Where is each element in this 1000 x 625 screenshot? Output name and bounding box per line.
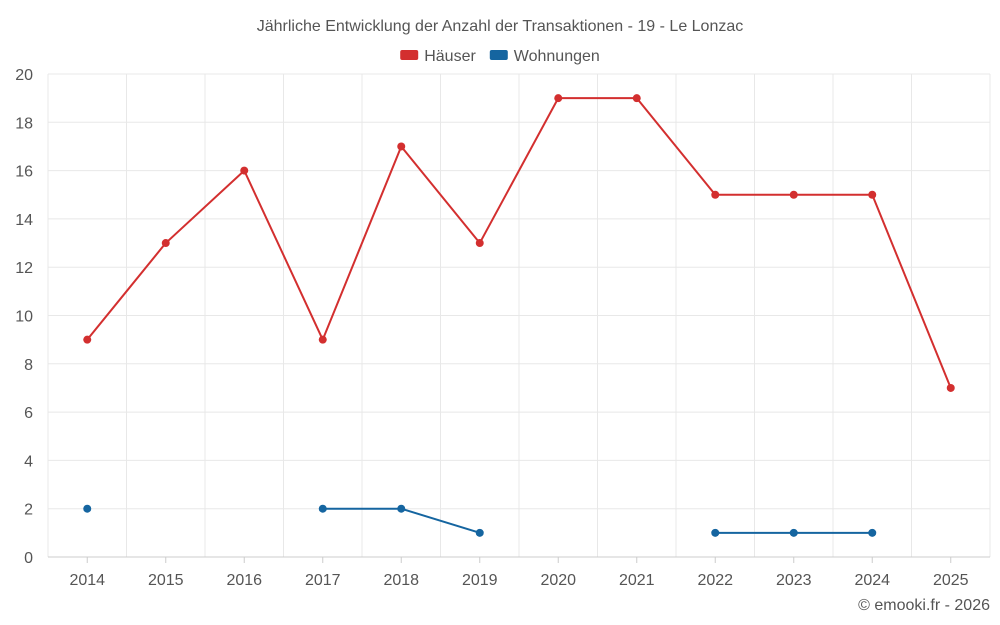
series-0-point — [711, 190, 720, 199]
y-tick-label: 0 — [24, 550, 33, 567]
y-tick-label: 20 — [15, 67, 33, 84]
y-tick-label: 6 — [24, 405, 33, 422]
x-tick-label: 2016 — [226, 572, 262, 589]
x-tick-label: 2022 — [697, 572, 733, 589]
grid — [47, 73, 991, 558]
series-0-point — [946, 383, 955, 392]
chart-title: Jährliche Entwicklung der Anzahl der Tra… — [257, 18, 744, 35]
y-tick-label: 18 — [15, 115, 33, 132]
series-1-point — [868, 528, 877, 537]
series-1-point — [711, 528, 720, 537]
series-0-point — [475, 239, 484, 248]
series-0-point — [789, 190, 798, 199]
series-0 — [83, 94, 955, 392]
y-tick-label: 16 — [15, 164, 33, 181]
series-0-point — [318, 335, 327, 344]
series-0-point — [161, 239, 170, 248]
series-1 — [83, 504, 877, 537]
series-0-point — [397, 142, 406, 151]
y-tick-label: 10 — [15, 309, 33, 326]
x-tick-label: 2021 — [619, 572, 655, 589]
x-tick-label: 2019 — [462, 572, 498, 589]
series-1-point — [83, 504, 92, 513]
series-layer — [83, 94, 955, 537]
series-1-point — [789, 528, 798, 537]
series-0-point — [868, 190, 877, 199]
x-tick-label: 2015 — [148, 572, 184, 589]
series-0-point — [632, 94, 641, 103]
legend-item-0: Häuser — [400, 48, 476, 65]
legend-item-1: Wohnungen — [489, 48, 600, 65]
series-1-point — [397, 504, 406, 513]
x-axis: 2014 2015 2016 2017 2018 2019 2020 2021 2022 2023… — [69, 557, 969, 589]
series-1-point — [475, 528, 484, 537]
legend-label: Wohnungen — [514, 48, 600, 65]
legend-swatch — [489, 50, 508, 60]
y-axis: 0 2 4 6 8 10 12 14 16 18 20 — [15, 67, 33, 567]
x-tick-label: 2017 — [305, 572, 341, 589]
x-tick-label: 2023 — [776, 572, 812, 589]
series-1-point — [318, 504, 327, 513]
y-tick-label: 14 — [15, 212, 33, 229]
credit-text: © emooki.fr - 2026 — [858, 597, 990, 614]
series-0-point — [83, 335, 92, 344]
x-tick-label: 2014 — [69, 572, 105, 589]
x-tick-label: 2020 — [540, 572, 576, 589]
x-tick-label: 2018 — [383, 572, 419, 589]
y-tick-label: 4 — [24, 453, 33, 470]
series-0-point — [554, 94, 563, 103]
y-tick-label: 2 — [24, 502, 33, 519]
series-0-line — [86, 97, 952, 389]
legend-label: Häuser — [424, 48, 476, 65]
legend-swatch — [400, 50, 419, 60]
series-0-point — [240, 166, 249, 175]
y-tick-label: 8 — [24, 357, 33, 374]
x-tick-label: 2025 — [933, 572, 969, 589]
legend: Häuser Wohnungen — [400, 48, 600, 65]
y-tick-label: 12 — [15, 260, 33, 277]
x-tick-label: 2024 — [854, 572, 890, 589]
